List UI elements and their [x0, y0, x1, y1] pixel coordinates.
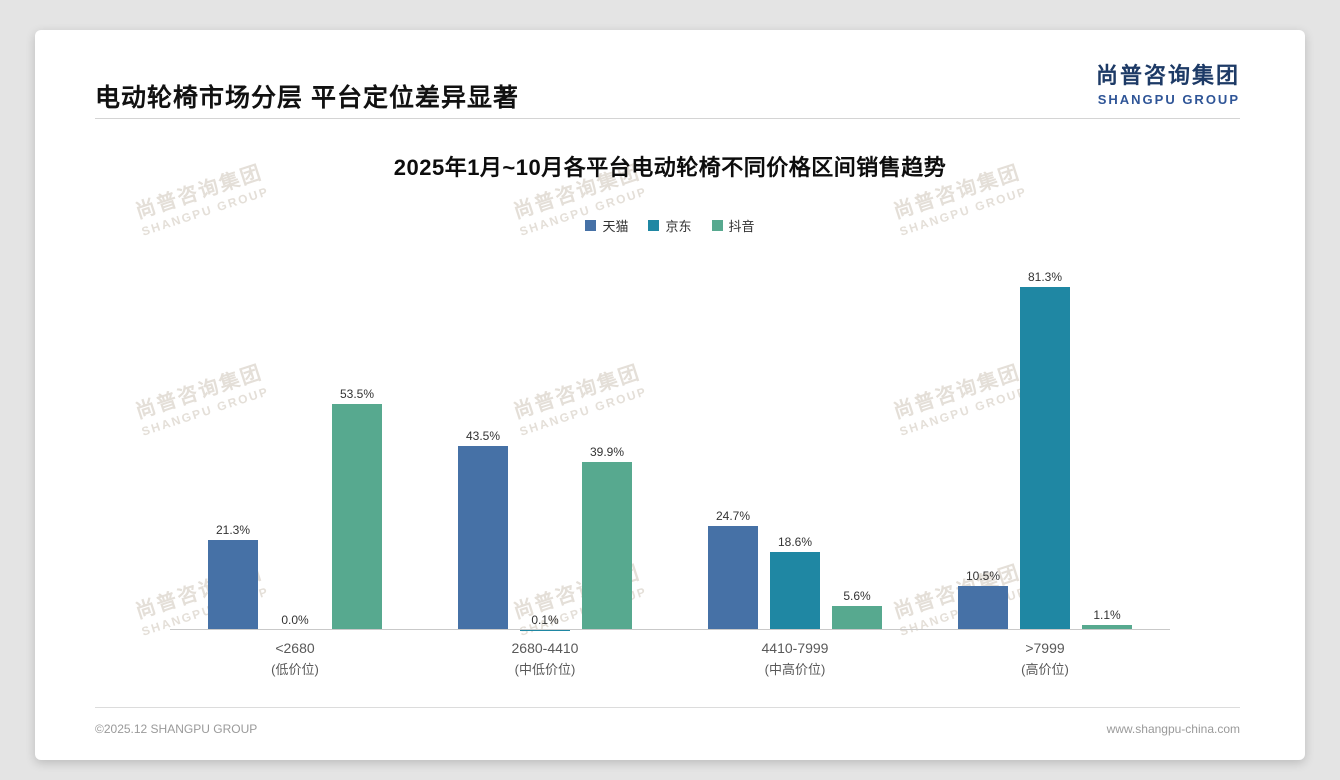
category-tier: (中低价位)	[514, 662, 576, 677]
category-range: 4410-7999	[761, 640, 829, 656]
bar-value-label: 39.9%	[589, 444, 625, 459]
bar-slot: 0.1%	[520, 613, 570, 630]
legend-swatch	[585, 220, 597, 231]
x-axis-line	[170, 629, 1170, 630]
bar-value-label: 18.6%	[777, 534, 813, 549]
bar-京东	[770, 551, 820, 630]
bar-value-label: 53.5%	[339, 387, 375, 402]
bar-group: 43.5% 0.1% 39.9%	[420, 238, 670, 630]
footer-divider	[95, 707, 1240, 708]
bar-value-label: 10.5%	[965, 568, 1001, 583]
page-title: 电动轮椅市场分层 平台定位差异显著	[95, 84, 519, 112]
bar-京东	[1020, 286, 1070, 630]
bar-抖音	[582, 461, 632, 630]
bar-slot: 5.6%	[832, 589, 882, 630]
legend-swatch	[711, 220, 723, 231]
header-divider	[95, 118, 1240, 119]
category-label: <2680 (低价位)	[170, 640, 420, 678]
bar-抖音	[332, 404, 382, 630]
bar-value-label: 5.6%	[843, 589, 871, 604]
category-range: 2680-4410	[511, 640, 579, 656]
footer: ©2025.12 SHANGPU GROUP www.shangpu-china…	[95, 722, 1240, 736]
bar-slot: 21.3%	[208, 523, 258, 630]
legend-item-天猫: 天猫	[585, 216, 628, 235]
bar-slot: 10.5%	[958, 569, 1008, 630]
bar-group: 24.7% 18.6% 5.6%	[670, 238, 920, 630]
bar-slot: 81.3%	[1020, 270, 1070, 630]
category-range: >7999	[1025, 640, 1065, 656]
logo-english-name: SHANGPU GROUP	[1097, 92, 1240, 107]
bar-抖音	[832, 606, 882, 630]
legend-item-抖音: 抖音	[711, 216, 755, 235]
bar-value-label: 0.0%	[281, 613, 309, 627]
category-label: 2680-4410 (中低价位)	[420, 640, 670, 678]
category-tier: (低价位)	[271, 662, 319, 677]
bar-天猫	[958, 585, 1008, 630]
bar-slot: 53.5%	[332, 387, 382, 630]
legend-swatch	[648, 220, 660, 231]
category-axis-labels: <2680 (低价位) 2680-4410 (中低价位) 4410-7999 (中高价位)…	[170, 640, 1170, 678]
footer-copyright: ©2025.12 SHANGPU GROUP	[95, 722, 258, 736]
category-tier: (中高价位)	[764, 662, 826, 677]
bar-slot: 24.7%	[708, 509, 758, 630]
slide: 尚普咨询集团 SHANGPU GROUP 尚普咨询集团 SHANGPU GROUP 尚普…	[35, 30, 1305, 760]
category-range: <2680	[275, 640, 315, 656]
legend-label: 京东	[665, 219, 692, 234]
bar-slot: 18.6%	[770, 535, 820, 630]
bar-value-label: 21.3%	[215, 523, 251, 538]
bar-抖音	[1082, 625, 1132, 630]
category-label: >7999 (高价位)	[920, 640, 1170, 678]
footer-website: www.shangpu-china.com	[1106, 722, 1240, 736]
bar-天猫	[458, 446, 508, 630]
logo-chinese-name: 尚普咨询集团	[1095, 63, 1240, 88]
bar-天猫	[708, 525, 758, 630]
bar-chart: 21.3% 0.0% 53.5% 43.5% 0.1% 39.9% 24.7% 18.6% 5.…	[170, 238, 1170, 630]
bar-slot: 39.9%	[582, 445, 632, 630]
company-logo: 尚普咨询集团 SHANGPU GROUP	[1096, 58, 1240, 107]
bar-天猫	[208, 540, 258, 630]
bar-value-label: 24.7%	[715, 508, 751, 523]
bar-value-label: 43.5%	[465, 429, 501, 444]
legend-item-京东: 京东	[648, 216, 692, 235]
bar-value-label: 1.1%	[1093, 608, 1121, 623]
chart-title: 2025年1月~10月各平台电动轮椅不同价格区间销售趋势	[393, 155, 947, 180]
chart-legend: 天猫 京东 抖音	[35, 216, 1305, 235]
bar-slot: 43.5%	[458, 429, 508, 630]
legend-label: 天猫	[602, 219, 629, 234]
bar-slot: 1.1%	[1082, 608, 1132, 630]
category-label: 4410-7999 (中高价位)	[670, 640, 920, 678]
bar-value-label: 81.3%	[1027, 269, 1063, 284]
category-tier: (高价位)	[1021, 662, 1069, 677]
bar-group: 10.5% 81.3% 1.1%	[920, 238, 1170, 630]
bar-value-label: 0.1%	[531, 612, 559, 627]
bar-slot: 0.0%	[270, 613, 320, 630]
legend-label: 抖音	[728, 219, 755, 234]
bar-group: 21.3% 0.0% 53.5%	[170, 238, 420, 630]
